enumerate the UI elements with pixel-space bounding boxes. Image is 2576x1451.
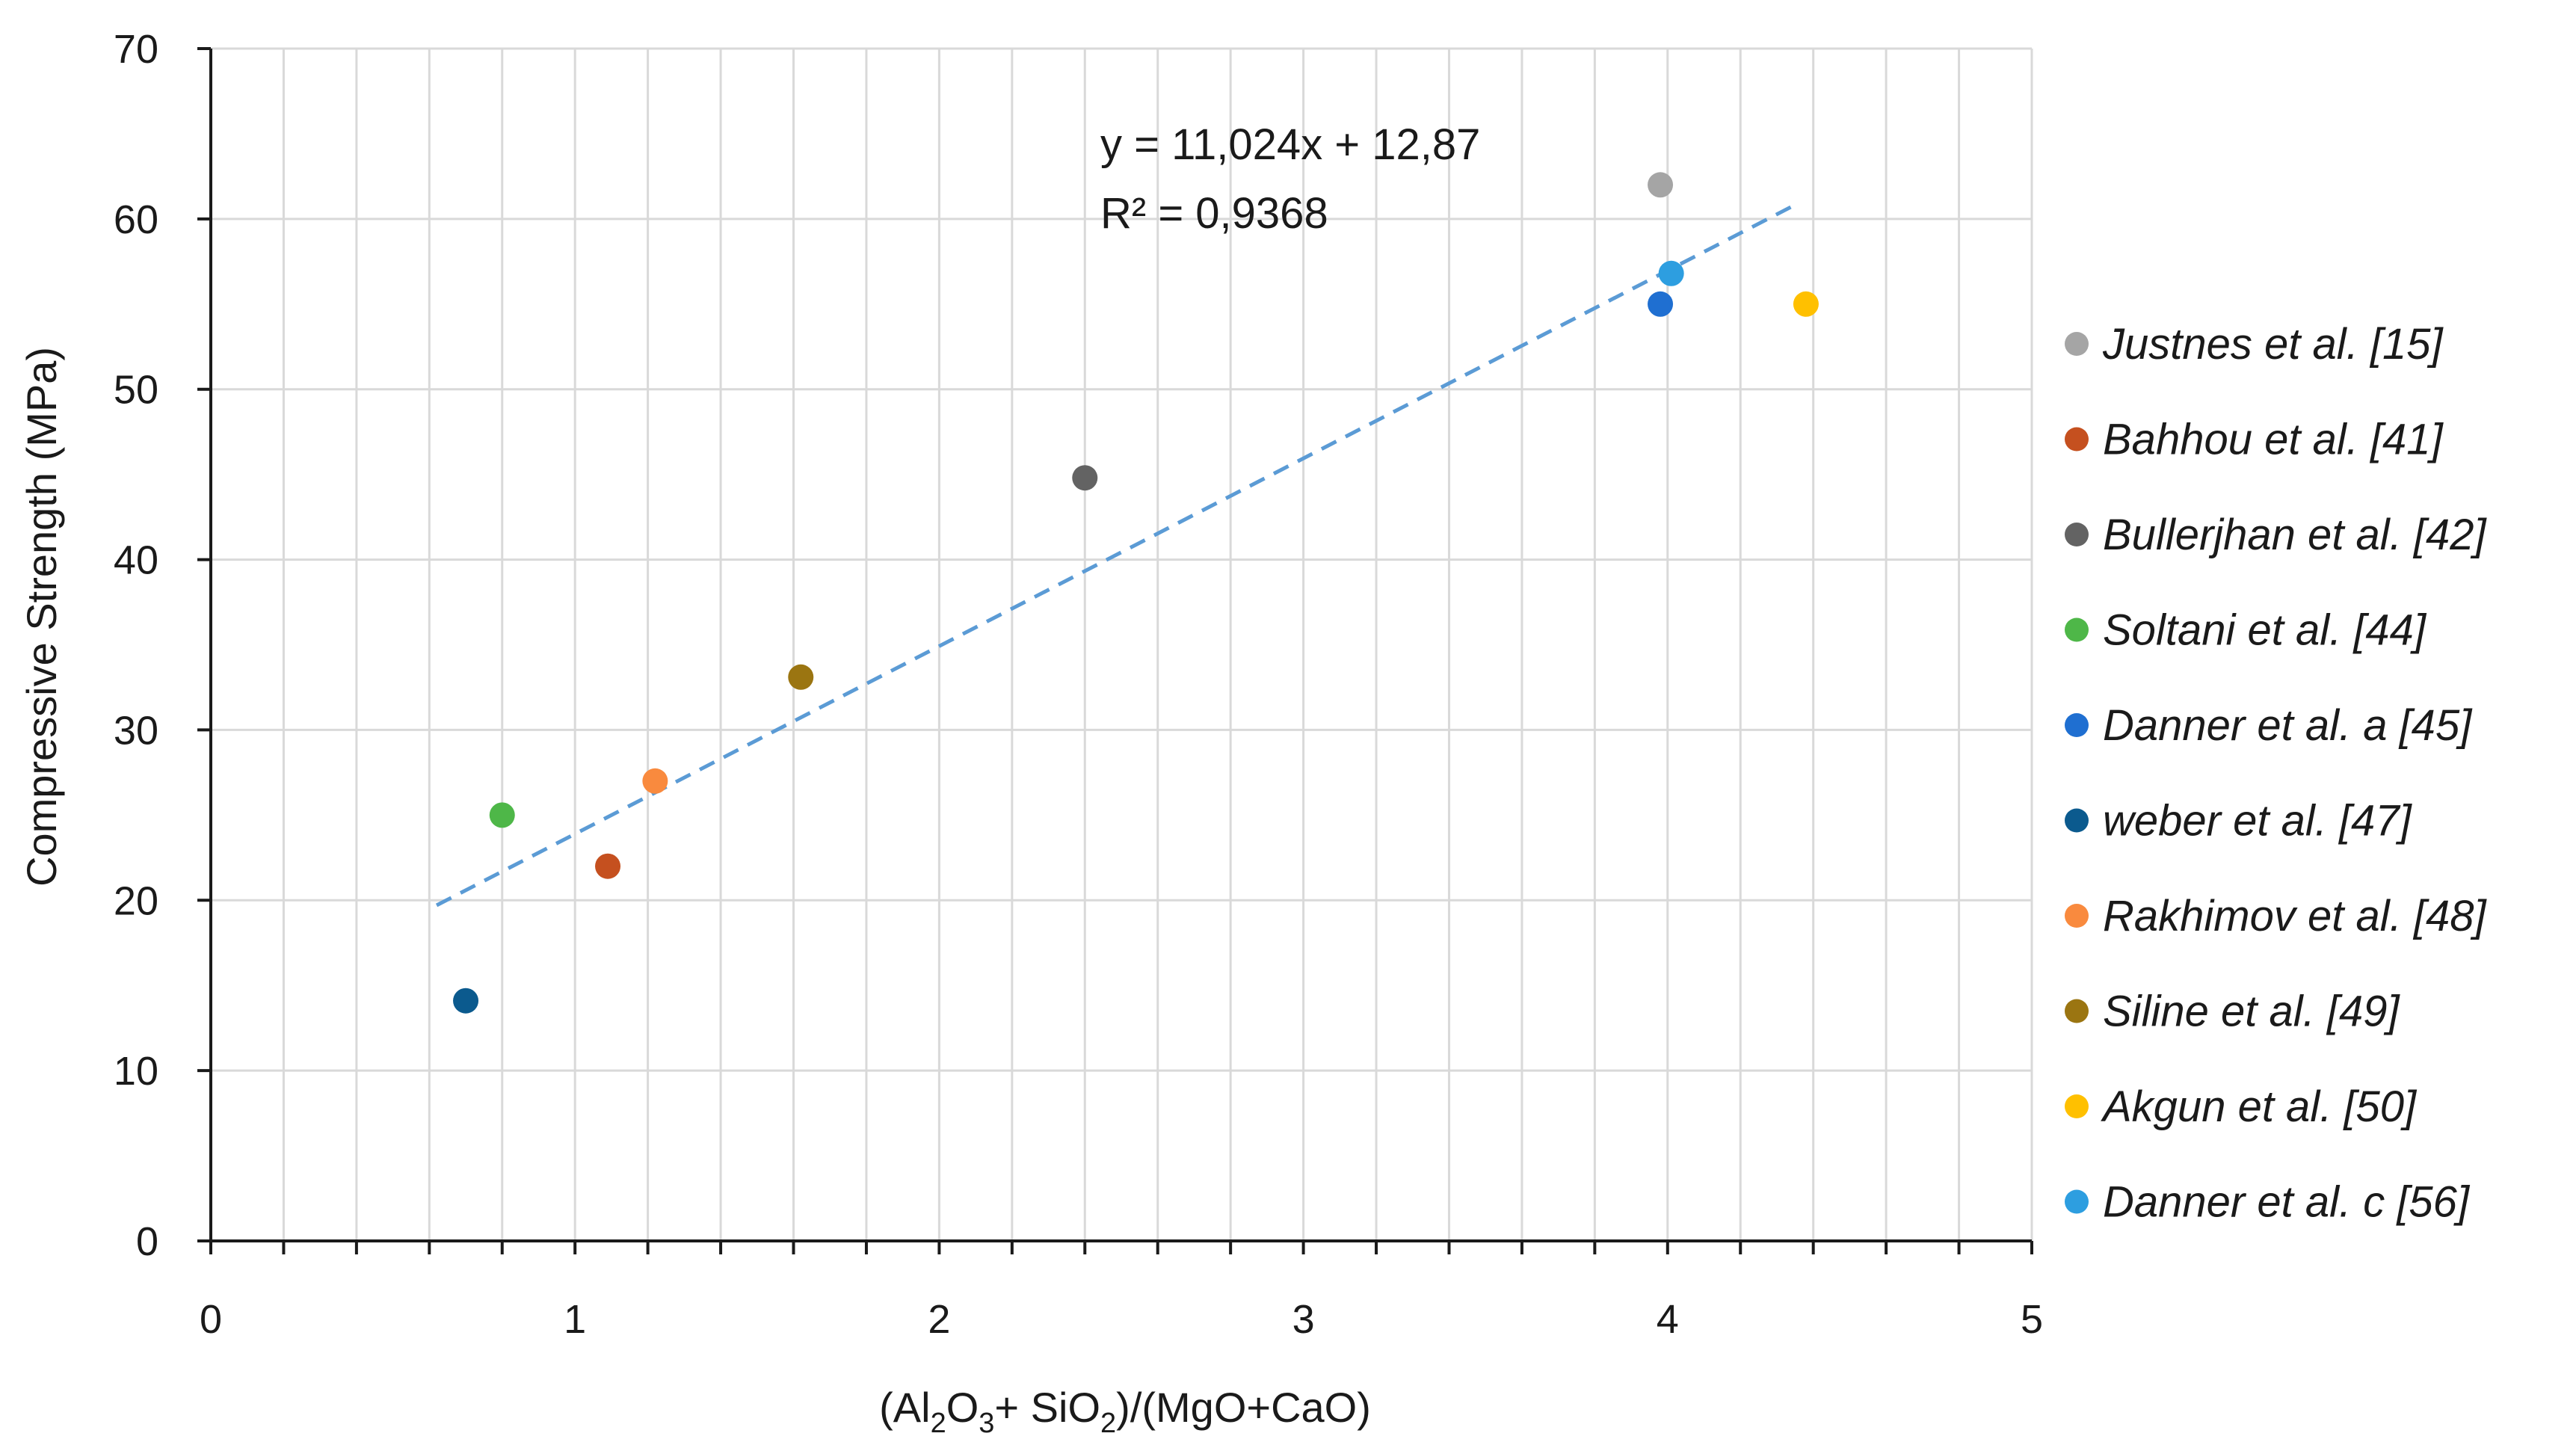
legend-label: Siline et al. [49]: [2103, 988, 2400, 1036]
data-point-layer: [453, 172, 1819, 1014]
legend-marker: [2065, 999, 2089, 1023]
x-tick-label: 4: [1657, 1297, 1679, 1342]
data-point: [1793, 291, 1819, 317]
legend-label: Danner et al. c [56]: [2103, 1178, 2471, 1227]
y-tick-label: 60: [114, 197, 158, 242]
y-tick-label: 20: [114, 878, 158, 923]
legend-label: Soltani et al. [44]: [2103, 606, 2427, 655]
axis-layer: 0 10 20 30 40 50 60 70 0 1 2 3 4 5: [114, 27, 2043, 1342]
trendline: [435, 203, 1796, 908]
data-point: [453, 988, 479, 1014]
data-point: [595, 853, 621, 879]
legend-marker: [2065, 808, 2089, 833]
trendline-equation: y = 11,024x + 12,87: [1100, 120, 1480, 169]
label-layer: Compressive Strength (MPa) (Al2O3+ SiO2)…: [18, 120, 1480, 1439]
legend-marker: [2065, 1189, 2089, 1214]
x-tick-label: 1: [564, 1297, 586, 1342]
y-tick-label: 70: [114, 27, 158, 72]
trendline-layer: [435, 203, 1796, 908]
legend-marker: [2065, 332, 2089, 356]
data-point: [788, 664, 814, 690]
y-tick-label: 50: [114, 368, 158, 413]
legend-marker: [2065, 713, 2089, 737]
legend: Justnes et al. [15] Bahhou et al. [41] Bul…: [2065, 320, 2488, 1227]
legend-label: Rakhimov et al. [48]: [2103, 892, 2487, 940]
data-point: [642, 768, 668, 794]
legend-label: Akgun et al. [50]: [2101, 1082, 2418, 1131]
y-tick-label: 10: [114, 1049, 158, 1094]
legend-marker: [2065, 427, 2089, 452]
data-point: [489, 802, 515, 828]
legend-marker: [2065, 904, 2089, 928]
legend-label: Justnes et al. [15]: [2102, 320, 2444, 369]
data-point: [1648, 291, 1674, 317]
data-point: [1648, 172, 1674, 198]
legend-label: weber et al. [47]: [2103, 797, 2413, 845]
y-axis-title: Compressive Strength (MPa): [18, 347, 65, 887]
legend-marker: [2065, 523, 2089, 546]
grid-layer: [211, 47, 2033, 1241]
x-tick-label: 0: [200, 1297, 222, 1342]
y-tick-label: 40: [114, 538, 158, 583]
legend-label: Danner et al. a [45]: [2103, 701, 2473, 750]
data-point: [1658, 260, 1684, 286]
x-tick-label: 2: [928, 1297, 950, 1342]
legend-marker: [2065, 1094, 2089, 1118]
y-tick-label: 30: [114, 708, 158, 753]
legend-label: Bahhou et al. [41]: [2103, 416, 2444, 464]
y-tick-label: 0: [136, 1219, 158, 1264]
legend-label: Bullerjhan et al. [42]: [2103, 511, 2488, 559]
data-point: [1072, 465, 1098, 491]
trendline-r-squared: R² = 0,9368: [1100, 189, 1328, 238]
legend-marker: [2065, 617, 2089, 642]
x-tick-label: 5: [2021, 1297, 2043, 1342]
x-axis-title: (Al2O3+ SiO2)/(MgO+CaO): [879, 1384, 1371, 1439]
x-tick-label: 3: [1292, 1297, 1315, 1342]
